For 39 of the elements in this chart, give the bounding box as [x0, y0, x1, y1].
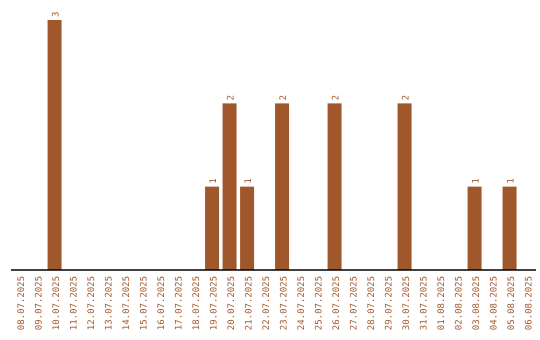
data-label: 1: [506, 178, 517, 184]
x-tick-label: 10.07.2025: [52, 276, 62, 330]
x-tick-label: 08.07.2025: [16, 276, 27, 330]
x-tick-label: 27.07.2025: [349, 276, 360, 330]
x-tick-label: 28.07.2025: [366, 276, 377, 330]
x-tick-label: 21.07.2025: [244, 276, 254, 330]
x-tick-label: 18.07.2025: [192, 276, 202, 330]
x-tick-label: 03.08.2025: [472, 276, 482, 330]
data-label: 2: [332, 94, 342, 100]
x-tick-label: 04.08.2025: [489, 276, 500, 330]
x-tick-label: 13.07.2025: [104, 276, 114, 330]
data-label: 1: [472, 178, 482, 184]
x-tick-label: 09.07.2025: [34, 276, 44, 330]
data-label: 2: [279, 94, 290, 100]
x-tick-label: 16.07.2025: [156, 276, 167, 330]
x-tick-label: 06.08.2025: [524, 276, 534, 330]
x-tick-label: 25.07.2025: [314, 276, 324, 330]
x-tick-label: 14.07.2025: [122, 276, 132, 330]
x-tick-label: 19.07.2025: [209, 276, 220, 330]
x-tick-label: 17.07.2025: [174, 276, 184, 330]
data-label: 2: [402, 94, 412, 100]
x-tick-label: 29.07.2025: [384, 276, 394, 330]
x-tick-label: 11.07.2025: [69, 276, 80, 330]
data-label: 1: [209, 178, 220, 184]
x-tick-label: 12.07.2025: [86, 276, 97, 330]
x-tick-label: 02.08.2025: [454, 276, 464, 330]
x-tick-label: 05.08.2025: [506, 276, 517, 330]
x-tick-label: 31.07.2025: [419, 276, 430, 330]
data-label: 1: [244, 178, 254, 184]
x-tick-label: 23.07.2025: [279, 276, 290, 330]
x-tick-label: 01.08.2025: [436, 276, 447, 330]
x-tick-label: 30.07.2025: [402, 276, 412, 330]
x-tick-label: 22.07.2025: [262, 276, 272, 330]
x-tick-label: 20.07.2025: [226, 276, 237, 330]
x-tick-label: 26.07.2025: [332, 276, 342, 330]
data-label: 2: [226, 94, 237, 100]
x-tick-label: 15.07.2025: [139, 276, 150, 330]
x-tick-label: 24.07.2025: [296, 276, 307, 330]
data-label: 3: [52, 12, 62, 17]
